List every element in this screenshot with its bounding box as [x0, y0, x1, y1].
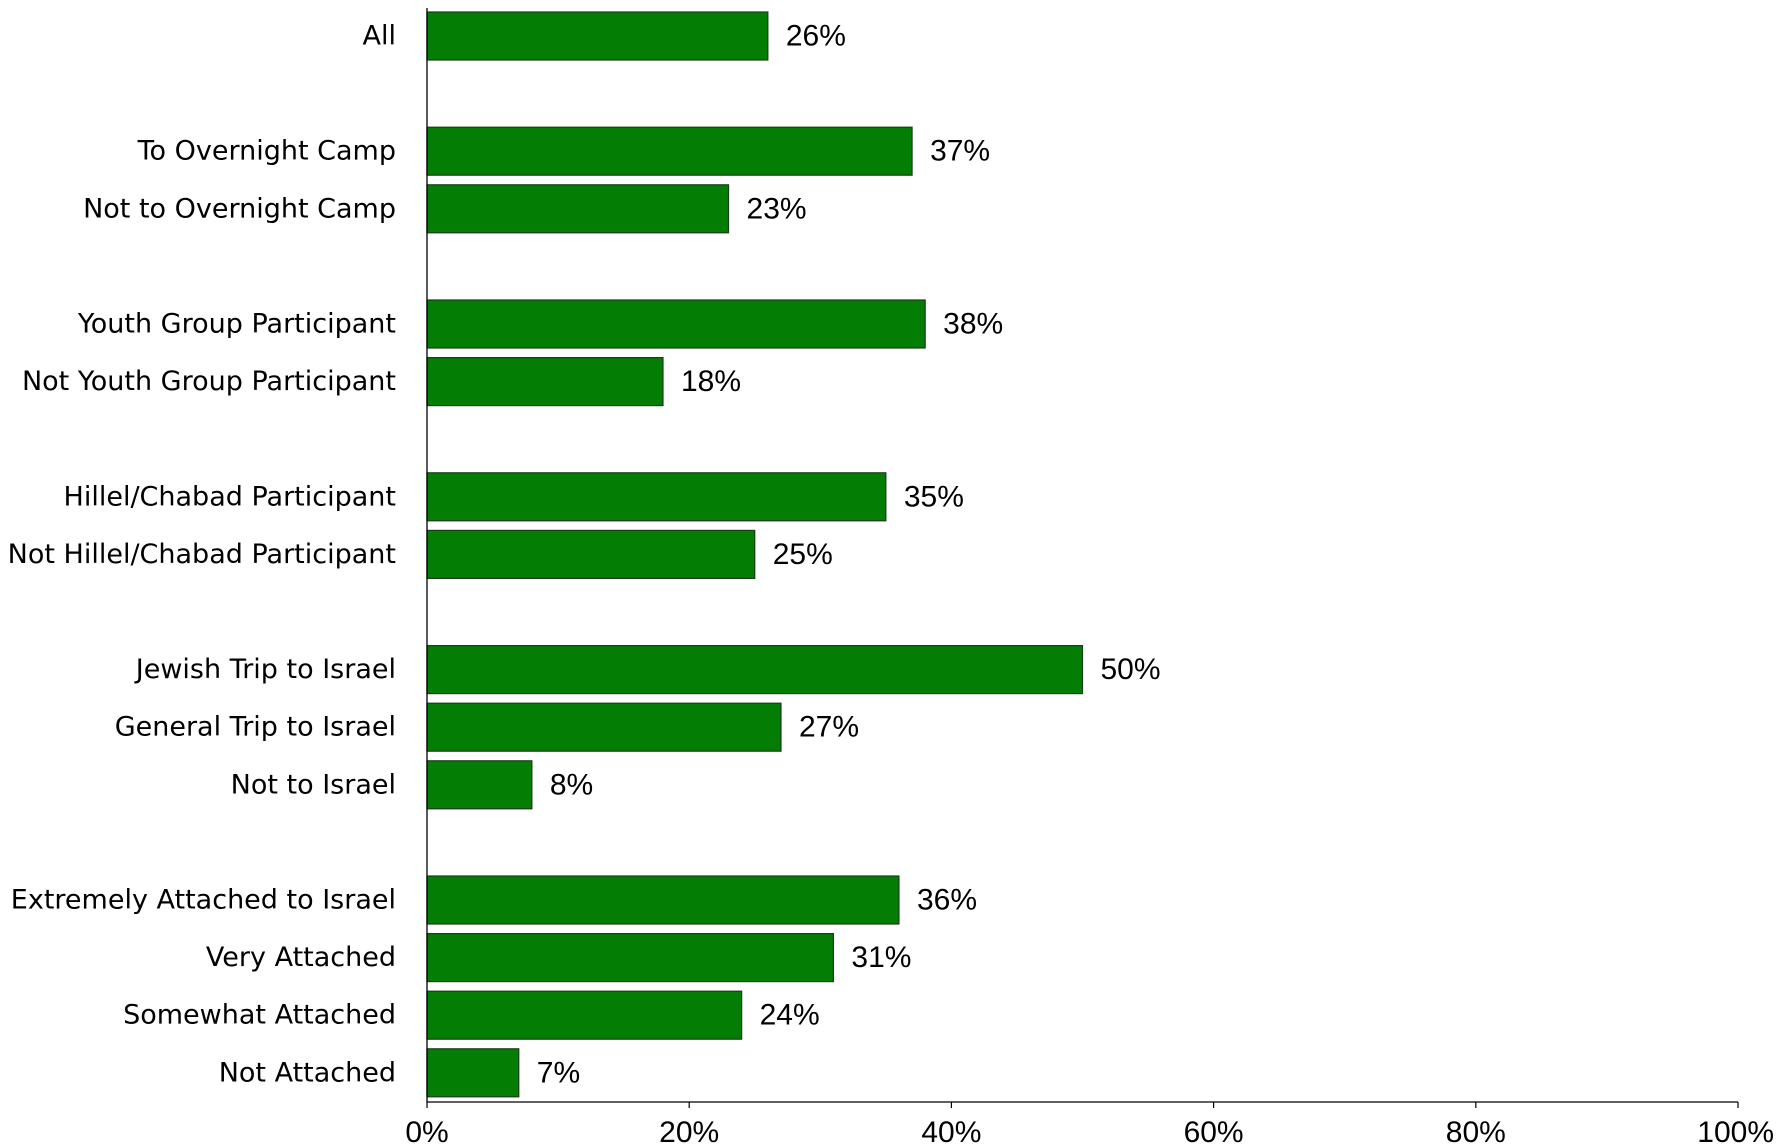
bar — [426, 126, 913, 176]
data-label: 38% — [943, 308, 1003, 341]
x-tick-label: 40% — [921, 1116, 981, 1148]
data-label: 8% — [550, 768, 593, 801]
category-label: Hillel/Chabad Participant — [64, 481, 396, 512]
data-label: 35% — [904, 480, 964, 513]
category-label: To Overnight Camp — [137, 136, 396, 167]
x-tick-label: 20% — [659, 1116, 719, 1148]
x-tick-label: 0% — [405, 1116, 448, 1148]
data-label: 24% — [760, 999, 820, 1032]
category-label: General Trip to Israel — [115, 712, 396, 743]
category-label: Very Attached — [206, 942, 396, 973]
category-label: Not Hillel/Chabad Participant — [8, 539, 396, 570]
bar — [426, 472, 887, 522]
category-label: Not to Israel — [231, 769, 396, 800]
data-label: 18% — [681, 365, 741, 398]
bar — [426, 299, 926, 349]
data-label: 31% — [851, 941, 911, 974]
x-tick-label: 60% — [1184, 1116, 1244, 1148]
data-label: 27% — [799, 711, 859, 744]
bar — [426, 1048, 520, 1098]
data-label: 26% — [786, 20, 846, 53]
x-axis-ticks: 0% 20% 40% 60% 80% 100% — [405, 1102, 1774, 1148]
data-label: 25% — [773, 538, 833, 571]
data-label: 36% — [917, 884, 977, 917]
bar — [426, 184, 730, 234]
category-label: Youth Group Participant — [77, 309, 396, 340]
bar — [426, 932, 835, 983]
category-labels: All To Overnight Camp Not to Overnight Cam… — [8, 21, 396, 1089]
x-tick-label: 100% — [1697, 1116, 1774, 1148]
category-label: Extremely Attached to Israel — [11, 885, 396, 916]
x-tick-label: 80% — [1446, 1116, 1506, 1148]
category-label: Jewish Trip to Israel — [134, 654, 396, 685]
bar — [426, 357, 664, 407]
category-label: Not Youth Group Participant — [22, 366, 396, 397]
category-label: Not Attached — [219, 1057, 396, 1088]
bar — [426, 11, 769, 61]
data-label: 23% — [747, 192, 807, 225]
bar — [426, 760, 533, 810]
category-label: All — [363, 21, 396, 52]
category-label: Somewhat Attached — [123, 1000, 396, 1031]
bars — [426, 11, 1084, 1098]
bar — [426, 875, 900, 925]
value-labels: 26% 37% 23% 38% 18% 35% 25% 50% 27% 8% 36%31% 24% 7% — [537, 20, 1161, 1090]
bar — [426, 990, 743, 1040]
data-label: 7% — [537, 1056, 580, 1089]
bar — [426, 644, 1084, 695]
bar — [426, 702, 782, 752]
bar — [426, 529, 756, 580]
data-label: 50% — [1101, 653, 1161, 686]
data-label: 37% — [930, 135, 990, 168]
category-label: Not to Overnight Camp — [83, 193, 396, 224]
